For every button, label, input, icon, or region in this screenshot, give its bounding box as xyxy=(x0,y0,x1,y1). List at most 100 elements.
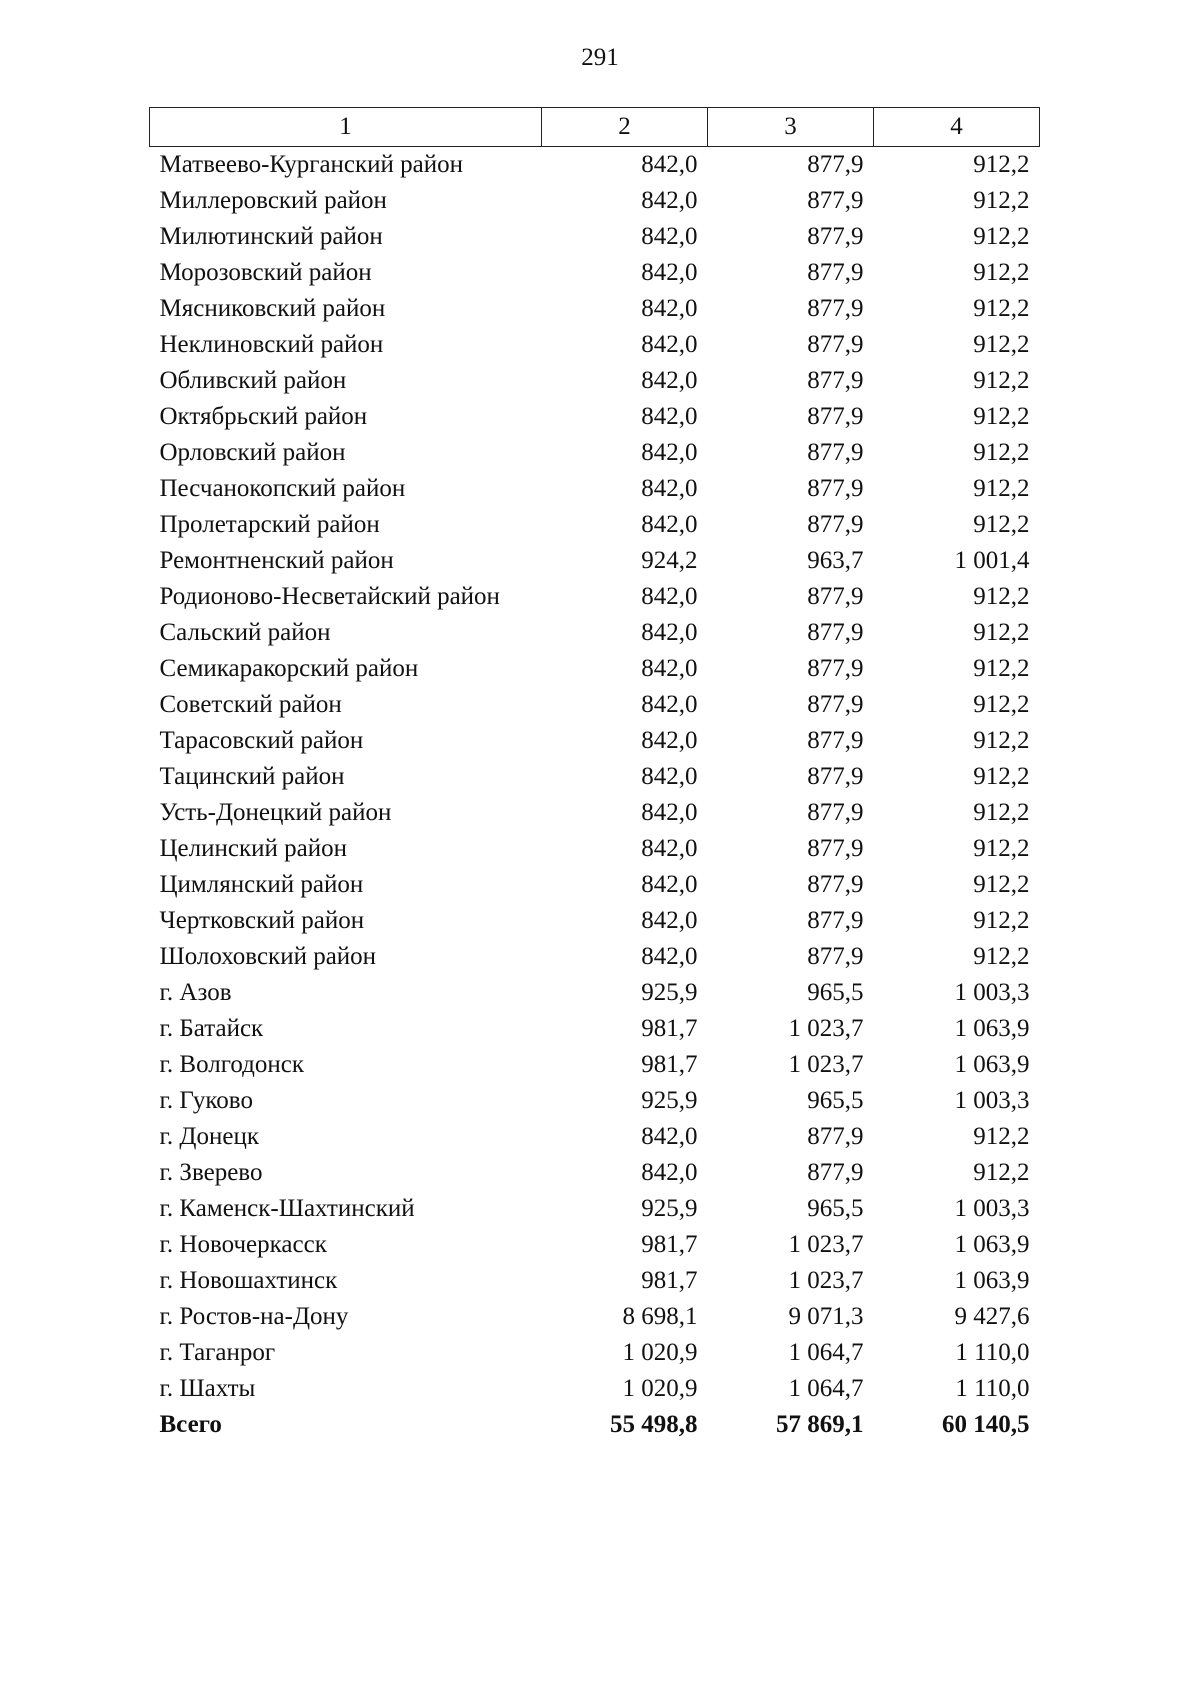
value-cell: 981,7 xyxy=(641,1267,698,1294)
table-row: Орловский район 842,0 877,9 912,2 xyxy=(150,435,1040,471)
table-row: Чертковский район 842,0 877,9 912,2 xyxy=(150,903,1040,939)
value-cell: 912,2 xyxy=(973,511,1030,538)
table-row: г. Донецк 842,0 877,9 912,2 xyxy=(150,1119,1040,1155)
name-cell: г. Гуково xyxy=(159,1087,253,1114)
table-row: Миллеровский район 842,0 877,9 912,2 xyxy=(150,183,1040,219)
table-row: Усть-Донецкий район 842,0 877,9 912,2 xyxy=(150,795,1040,831)
table-row: Морозовский район 842,0 877,9 912,2 xyxy=(150,255,1040,291)
value-cell: 842,0 xyxy=(641,367,698,394)
value-cell: 912,2 xyxy=(973,943,1030,970)
table-row: Тацинский район 842,0 877,9 912,2 xyxy=(150,759,1040,795)
name-cell: г. Волгодонск xyxy=(159,1051,305,1078)
name-cell: Тацинский район xyxy=(159,763,345,790)
value-cell: 965,5 xyxy=(807,1087,864,1114)
value-cell: 57 869,1 xyxy=(776,1411,864,1438)
value-cell: 842,0 xyxy=(641,871,698,898)
value-cell: 912,2 xyxy=(973,223,1030,250)
value-cell: 842,0 xyxy=(641,187,698,214)
page-number: 291 xyxy=(581,44,619,71)
value-cell: 1 003,3 xyxy=(954,979,1030,1006)
table-row: г. Новошахтинск 981,7 1 023,7 1 063,9 xyxy=(150,1263,1040,1299)
value-cell: 912,2 xyxy=(973,1123,1030,1150)
value-cell: 924,2 xyxy=(641,547,698,574)
table-row: Обливский район 842,0 877,9 912,2 xyxy=(150,363,1040,399)
value-cell: 8 698,1 xyxy=(622,1303,698,1330)
value-cell: 1 020,9 xyxy=(622,1339,698,1366)
name-cell: Чертковский район xyxy=(159,907,365,934)
value-cell: 877,9 xyxy=(807,187,864,214)
value-cell: 1 110,0 xyxy=(955,1339,1030,1366)
name-cell: г. Новочеркасск xyxy=(159,1231,327,1258)
value-cell: 912,2 xyxy=(973,187,1030,214)
table-row: г. Шахты 1 020,9 1 064,7 1 110,0 xyxy=(150,1371,1040,1407)
value-cell: 842,0 xyxy=(641,511,698,538)
value-cell: 912,2 xyxy=(973,619,1030,646)
table-row: Песчанокопский район 842,0 877,9 912,2 xyxy=(150,471,1040,507)
header-cell: 1 xyxy=(149,107,542,147)
value-cell: 842,0 xyxy=(641,331,698,358)
table-row: г. Гуково 925,9 965,5 1 003,3 xyxy=(150,1083,1040,1119)
name-cell: Ремонтненский район xyxy=(159,547,394,574)
value-cell: 925,9 xyxy=(641,979,698,1006)
value-cell: 877,9 xyxy=(807,1123,864,1150)
value-cell: 877,9 xyxy=(807,943,864,970)
name-cell: г. Зверево xyxy=(159,1159,263,1186)
table-row: Пролетарский район 842,0 877,9 912,2 xyxy=(150,507,1040,543)
table-row: г. Волгодонск 981,7 1 023,7 1 063,9 xyxy=(150,1047,1040,1083)
value-cell: 60 140,5 xyxy=(942,1411,1030,1438)
name-cell: г. Ростов-на-Дону xyxy=(159,1303,349,1330)
value-cell: 963,7 xyxy=(807,547,864,574)
table-row: Целинский район 842,0 877,9 912,2 xyxy=(150,831,1040,867)
name-cell: Шолоховский район xyxy=(159,943,377,970)
table-row: г. Ростов-на-Дону 8 698,1 9 071,3 9 427,6 xyxy=(150,1299,1040,1335)
value-cell: 842,0 xyxy=(641,475,698,502)
value-cell: 925,9 xyxy=(641,1195,698,1222)
value-cell: 912,2 xyxy=(973,151,1030,178)
value-cell: 912,2 xyxy=(973,331,1030,358)
name-cell: Семикаракорский район xyxy=(159,655,419,682)
header-cell: 2 xyxy=(541,107,708,147)
value-cell: 1 020,9 xyxy=(622,1375,698,1402)
value-cell: 1 023,7 xyxy=(788,1015,864,1042)
name-cell: Сальский район xyxy=(159,619,331,646)
name-cell: Орловский район xyxy=(159,439,346,466)
name-cell: г. Батайск xyxy=(159,1015,264,1042)
name-cell: Родионово-Несветайский район xyxy=(159,583,500,610)
value-cell: 1 001,4 xyxy=(954,547,1030,574)
name-cell: Усть-Донецкий район xyxy=(159,799,392,826)
value-cell: 842,0 xyxy=(641,1159,698,1186)
value-cell: 842,0 xyxy=(641,835,698,862)
table-row: г. Азов 925,9 965,5 1 003,3 xyxy=(150,975,1040,1011)
value-cell: 912,2 xyxy=(973,439,1030,466)
name-cell: Пролетарский район xyxy=(159,511,380,538)
value-cell: 1 063,9 xyxy=(954,1231,1030,1258)
value-cell: 1 063,9 xyxy=(954,1015,1030,1042)
name-cell: Морозовский район xyxy=(159,259,372,286)
value-cell: 912,2 xyxy=(973,403,1030,430)
value-cell: 9 071,3 xyxy=(788,1303,864,1330)
value-cell: 1 064,7 xyxy=(788,1339,864,1366)
value-cell: 912,2 xyxy=(973,907,1030,934)
table-row: Цимлянский район 842,0 877,9 912,2 xyxy=(150,867,1040,903)
table-row: Родионово-Несветайский район 842,0 877,9 91… xyxy=(150,579,1040,615)
value-cell: 912,2 xyxy=(973,295,1030,322)
value-cell: 912,2 xyxy=(973,835,1030,862)
value-cell: 877,9 xyxy=(807,403,864,430)
value-cell: 912,2 xyxy=(973,1159,1030,1186)
value-cell: 912,2 xyxy=(973,727,1030,754)
value-cell: 877,9 xyxy=(807,799,864,826)
value-cell: 1 003,3 xyxy=(954,1195,1030,1222)
value-cell: 842,0 xyxy=(641,619,698,646)
value-cell: 981,7 xyxy=(641,1015,698,1042)
table-row: г. Новочеркасск 981,7 1 023,7 1 063,9 xyxy=(150,1227,1040,1263)
value-cell: 912,2 xyxy=(973,799,1030,826)
name-cell: г. Каменск-Шахтинский xyxy=(159,1195,415,1222)
value-cell: 877,9 xyxy=(807,655,864,682)
value-cell: 877,9 xyxy=(807,763,864,790)
name-cell: Неклиновский район xyxy=(159,331,384,358)
value-cell: 842,0 xyxy=(641,403,698,430)
value-cell: 965,5 xyxy=(807,1195,864,1222)
name-cell: Мясниковский район xyxy=(159,295,386,322)
name-cell: Тарасовский район xyxy=(159,727,364,754)
